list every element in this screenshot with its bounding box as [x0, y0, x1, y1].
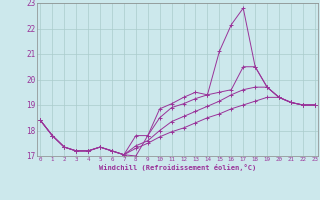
X-axis label: Windchill (Refroidissement éolien,°C): Windchill (Refroidissement éolien,°C): [99, 164, 256, 171]
